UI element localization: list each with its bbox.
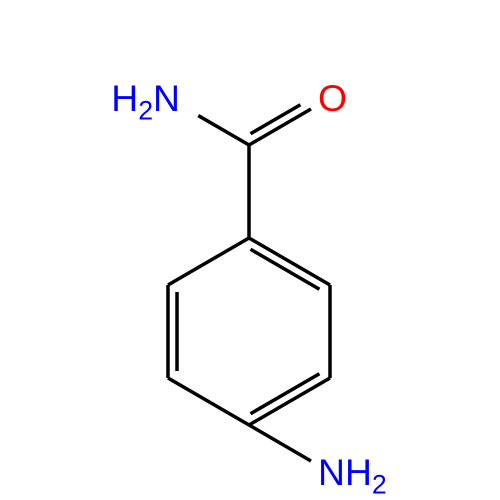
bond bbox=[168, 378, 249, 425]
bond bbox=[251, 249, 320, 289]
molecule-diagram: O H2N NH2 bbox=[0, 0, 500, 500]
bond bbox=[251, 374, 320, 414]
atom-label-n_amide: H2N bbox=[111, 77, 180, 125]
bond bbox=[249, 109, 311, 145]
atom-label-n_amine: NH2 bbox=[318, 451, 387, 499]
atom-label-o: O bbox=[318, 77, 347, 119]
bond bbox=[168, 238, 249, 285]
bond bbox=[249, 378, 330, 425]
bond bbox=[249, 425, 311, 461]
bond bbox=[249, 238, 330, 285]
bond bbox=[198, 116, 249, 145]
